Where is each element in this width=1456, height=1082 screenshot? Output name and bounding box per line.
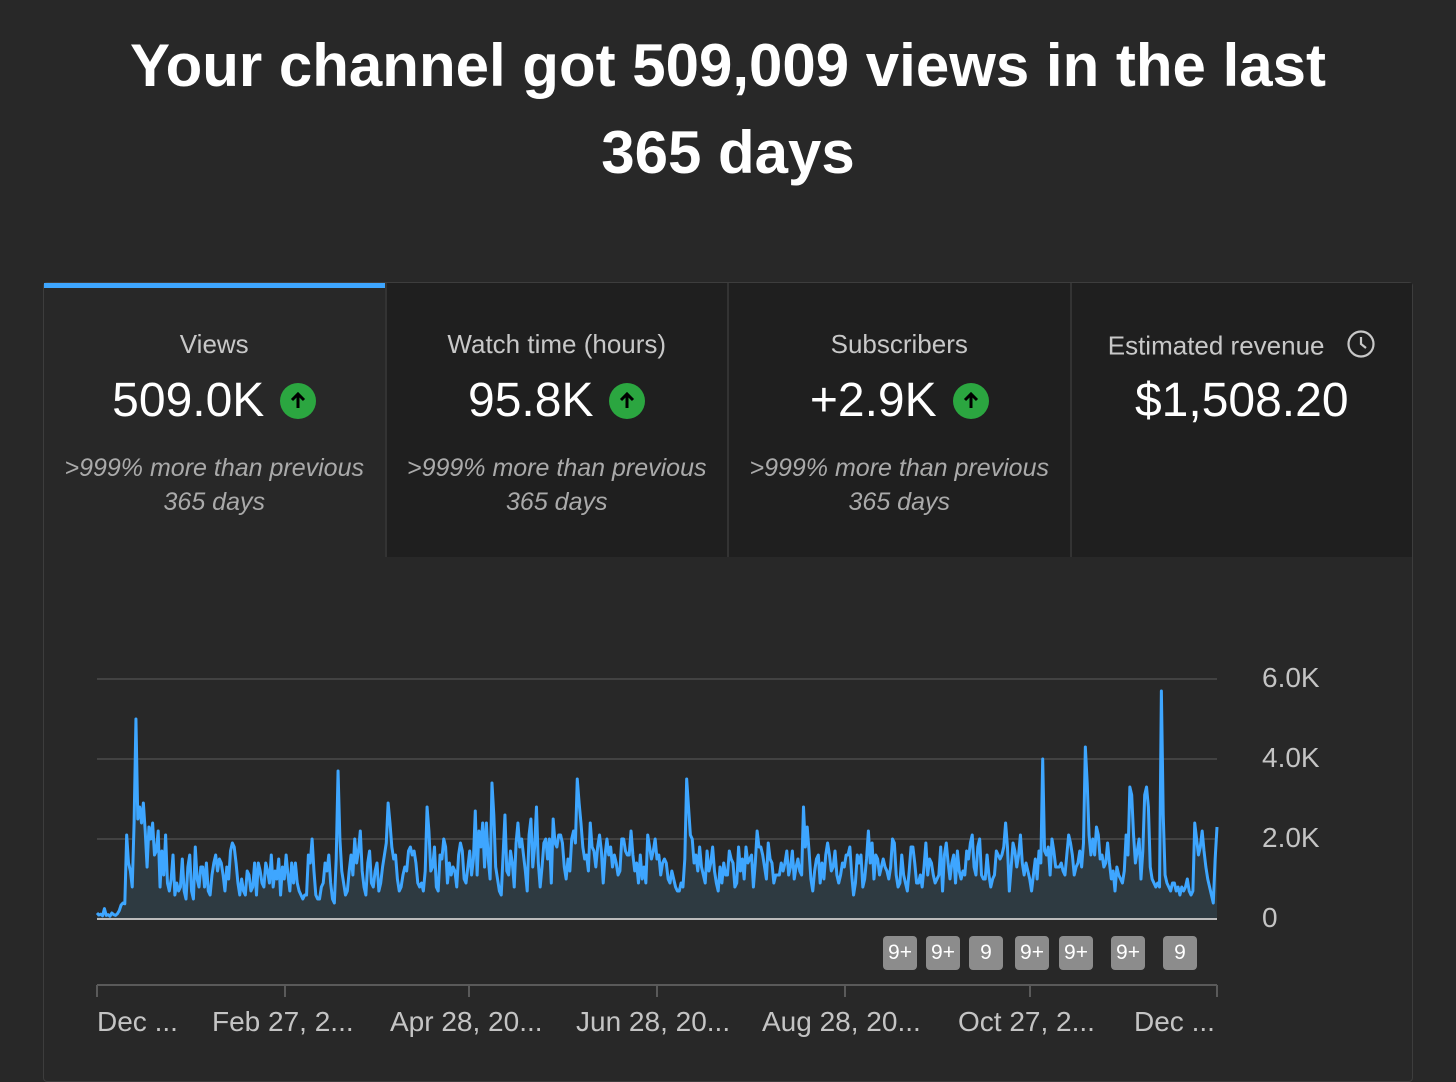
arrow-up-icon [609, 382, 646, 419]
tab-label: Subscribers [830, 329, 968, 359]
arrow-up-icon [280, 382, 317, 419]
headline-line-1: Your channel got 509,009 views in the la… [130, 32, 1326, 99]
tab-label: Watch time (hours) [447, 329, 667, 359]
tab-comparison: >999% more than previous 365 days [64, 454, 365, 516]
tab-watch-time[interactable]: Watch time (hours) 95.8K >999% more than… [384, 283, 727, 557]
analytics-panel: Views 509.0K >999% more than previous 365… [43, 282, 1413, 1082]
tab-label: Views [179, 329, 249, 359]
page-headline: Your channel got 509,009 views in the la… [0, 22, 1456, 196]
tab-value: $1,508.20 [1134, 374, 1349, 427]
tab-label: Estimated revenue [1072, 329, 1413, 366]
tab-comparison: >999% more than previous 365 days [749, 454, 1050, 516]
clock-icon[interactable] [1346, 329, 1376, 366]
tab-value: 95.8K [468, 374, 594, 427]
tab-subscribers[interactable]: Subscribers +2.9K >999% more than previo… [727, 283, 1070, 557]
arrow-up-icon [952, 382, 989, 419]
tab-comparison: >999% more than previous 365 days [407, 454, 707, 516]
tab-estimated-revenue[interactable]: Estimated revenue $1,508.20 [1069, 283, 1413, 557]
tab-views[interactable]: Views 509.0K >999% more than previous 365… [44, 283, 385, 557]
metric-tabs: Views 509.0K >999% more than previous 365… [44, 283, 1412, 557]
tab-value: 509.0K [112, 374, 265, 427]
tab-value: +2.9K [809, 374, 937, 427]
headline-line-2: 365 days [601, 119, 855, 186]
